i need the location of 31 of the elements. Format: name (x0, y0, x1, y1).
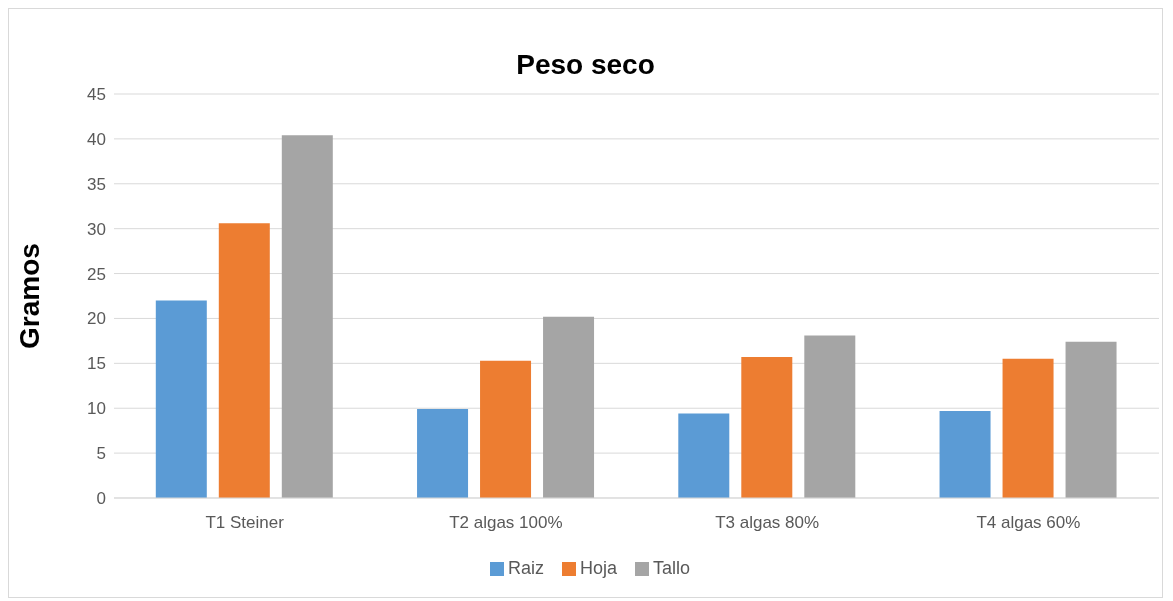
y-tick-label: 35 (87, 174, 106, 194)
y-tick-label: 5 (96, 444, 106, 464)
bar (155, 300, 207, 498)
y-tick-label: 25 (87, 264, 106, 284)
y-tick-label: 45 (87, 85, 106, 105)
x-tick-label: T1 Steiner (205, 513, 285, 533)
y-axis-title: Gramos (13, 243, 45, 349)
x-tick-label: T2 algas 100% (449, 513, 563, 533)
bar (1002, 358, 1054, 498)
y-tick-label: 0 (96, 489, 106, 509)
bar (741, 357, 793, 498)
y-tick-label: 15 (87, 354, 106, 374)
y-tick-label: 30 (87, 219, 106, 239)
legend-label: Raiz (507, 558, 544, 578)
bar (678, 413, 730, 498)
y-tick-label: 20 (87, 309, 106, 329)
bar (939, 410, 991, 498)
legend-label: Tallo (653, 558, 691, 578)
y-tick-label: 40 (87, 129, 106, 149)
bar (543, 316, 595, 498)
x-tick-label: T3 algas 80% (715, 513, 820, 533)
bar (804, 335, 856, 498)
bar (281, 135, 333, 498)
x-tick-label: T4 algas 60% (976, 513, 1081, 533)
bar (480, 360, 532, 498)
chart-title: Peso seco (515, 49, 656, 81)
bar (218, 223, 270, 498)
bar (417, 409, 469, 498)
legend-label: Hoja (579, 558, 617, 578)
y-tick-label: 10 (87, 399, 106, 419)
bar (1065, 341, 1117, 498)
